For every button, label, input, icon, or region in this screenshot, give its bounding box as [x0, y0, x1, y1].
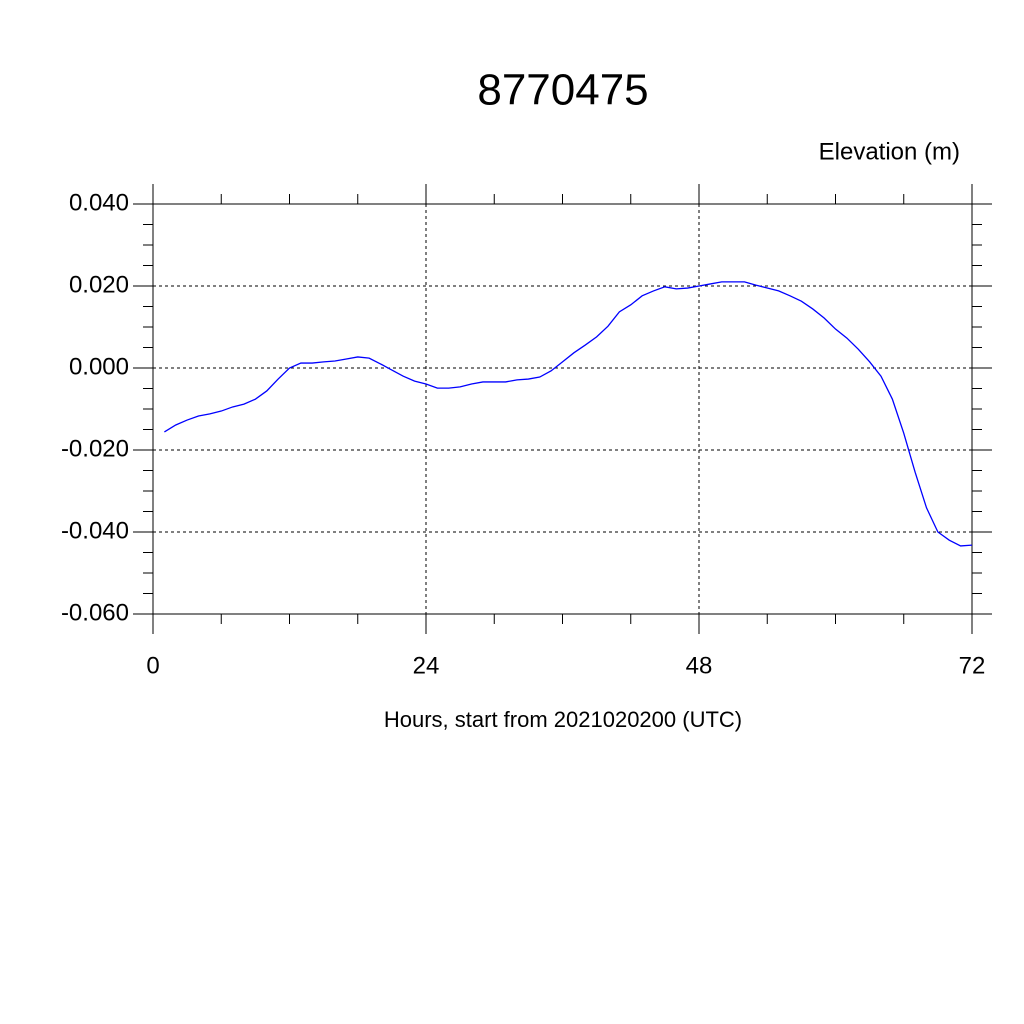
plot-frame: [152, 203, 973, 615]
chart-title: 8770475: [477, 66, 648, 115]
y-tick-label: 0.040: [69, 189, 129, 216]
y-axis-label: Elevation (m): [819, 138, 960, 165]
x-tick-label: 48: [686, 652, 713, 679]
y-tick-label: -0.060: [61, 599, 129, 626]
x-axis-label: Hours, start from 2021020200 (UTC): [384, 707, 742, 732]
x-tick-label: 0: [146, 652, 159, 679]
y-tick-label: 0.000: [69, 353, 129, 380]
x-tick-label: 24: [413, 652, 440, 679]
y-tick-label: -0.020: [61, 435, 129, 462]
data-line: [164, 281, 973, 547]
y-tick-label: -0.040: [61, 517, 129, 544]
y-tick-label: 0.020: [69, 271, 129, 298]
x-tick-label: 72: [959, 652, 986, 679]
